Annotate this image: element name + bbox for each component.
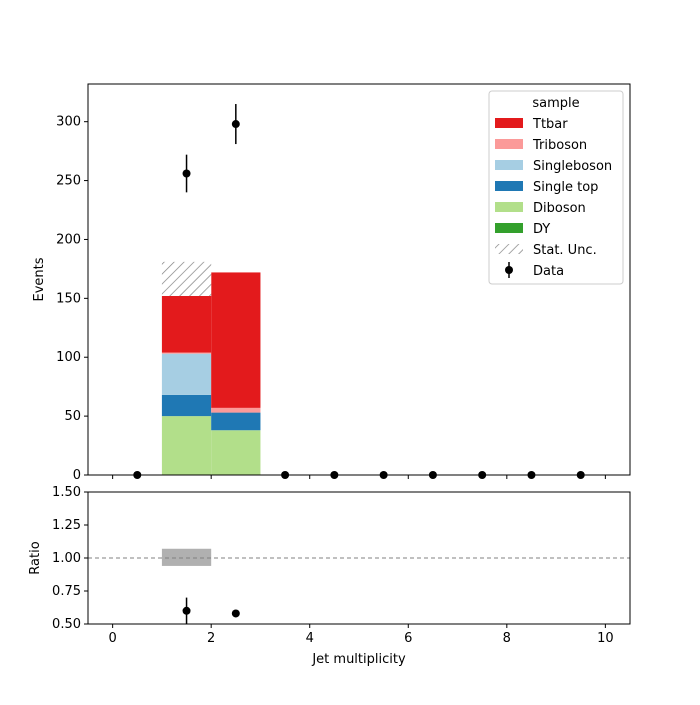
legend-swatch-singleboson <box>495 160 523 170</box>
bar-triboson-bin-2 <box>211 407 261 413</box>
legend-label-singleboson: Singleboson <box>533 159 612 174</box>
bar-single-top-bin-1 <box>161 394 212 417</box>
main-panel: 0 50 100 150 200 250 300 Events <box>32 83 631 483</box>
legend-label-dy: DY <box>533 222 550 237</box>
data-point-3 <box>231 120 240 129</box>
main-ytick-label-250: 250 <box>56 174 81 189</box>
legend-label-stat-unc: Stat. Unc. <box>533 243 597 258</box>
ratio-xtick-label-0: 0 <box>108 631 116 646</box>
bar-singleboson-bin-1 <box>161 353 212 395</box>
bar-triboson-bin-1 <box>161 352 212 354</box>
legend-title: sample <box>532 96 579 111</box>
ratio-panel: 0.50 0.75 1.00 1.25 1.50 0 2 4 6 8 10 Ratio Jet mult… <box>28 485 631 667</box>
ratio-ylabel: Ratio <box>28 541 43 574</box>
main-ytick-label-200: 200 <box>56 232 81 247</box>
ratio-xtick-label-8: 8 <box>503 631 511 646</box>
legend-swatch-triboson <box>495 139 523 149</box>
bar-single-top-bin-2 <box>211 412 261 431</box>
xlabel: Jet multiplicity <box>311 652 406 667</box>
main-ytick-label-50: 50 <box>64 409 81 424</box>
ratio-ytick-label-1.50: 1.50 <box>52 485 81 500</box>
legend-label-ttbar: Ttbar <box>532 117 568 132</box>
legend-swatch-ttbar <box>495 118 523 128</box>
stat-unc-band-1 <box>161 261 212 296</box>
bar-diboson-bin-1 <box>161 416 212 475</box>
main-ylabel: Events <box>32 257 47 301</box>
main-ytick-label-300: 300 <box>56 115 81 130</box>
ratio-xtick-label-2: 2 <box>207 631 215 646</box>
legend-label-data: Data <box>533 264 564 279</box>
ratio-xtick-label-6: 6 <box>404 631 412 646</box>
legend-swatch-single-top <box>495 181 523 191</box>
main-ytick-label-0: 0 <box>73 468 81 483</box>
data-point-2 <box>182 169 191 178</box>
ratio-unc-band-1 <box>161 548 212 566</box>
ratio-xtick-label-10: 10 <box>597 631 614 646</box>
ratio-ytick-label-1.00: 1.00 <box>52 551 81 566</box>
main-ytick-label-150: 150 <box>56 291 81 306</box>
main-axes-frame <box>87 83 631 476</box>
ratio-ytick-label-1.25: 1.25 <box>52 518 81 533</box>
legend-label-single-top: Single top <box>533 180 598 195</box>
legend-label-diboson: Diboson <box>533 201 586 216</box>
legend-label-triboson: Triboson <box>532 138 587 153</box>
ratio-ytick-label-0.50: 0.50 <box>52 617 81 632</box>
ratio-ytick-label-0.75: 0.75 <box>52 584 81 599</box>
legend-swatch-diboson <box>495 202 523 212</box>
ratio-point-1 <box>182 606 191 615</box>
bar-ttbar-bin-1 <box>161 295 212 353</box>
main-ytick-label-100: 100 <box>56 350 81 365</box>
legend-swatch-stat-unc <box>495 244 523 254</box>
legend: sample Ttbar Triboson Singleboson Single top… <box>488 90 624 285</box>
legend-swatch-dy <box>495 223 523 233</box>
ratio-xtick-label-4: 4 <box>306 631 314 646</box>
bar-diboson-bin-2 <box>211 430 261 475</box>
ratio-point-2 <box>231 609 240 618</box>
legend-marker-data <box>505 266 513 274</box>
bar-ttbar-bin-2 <box>211 272 261 408</box>
